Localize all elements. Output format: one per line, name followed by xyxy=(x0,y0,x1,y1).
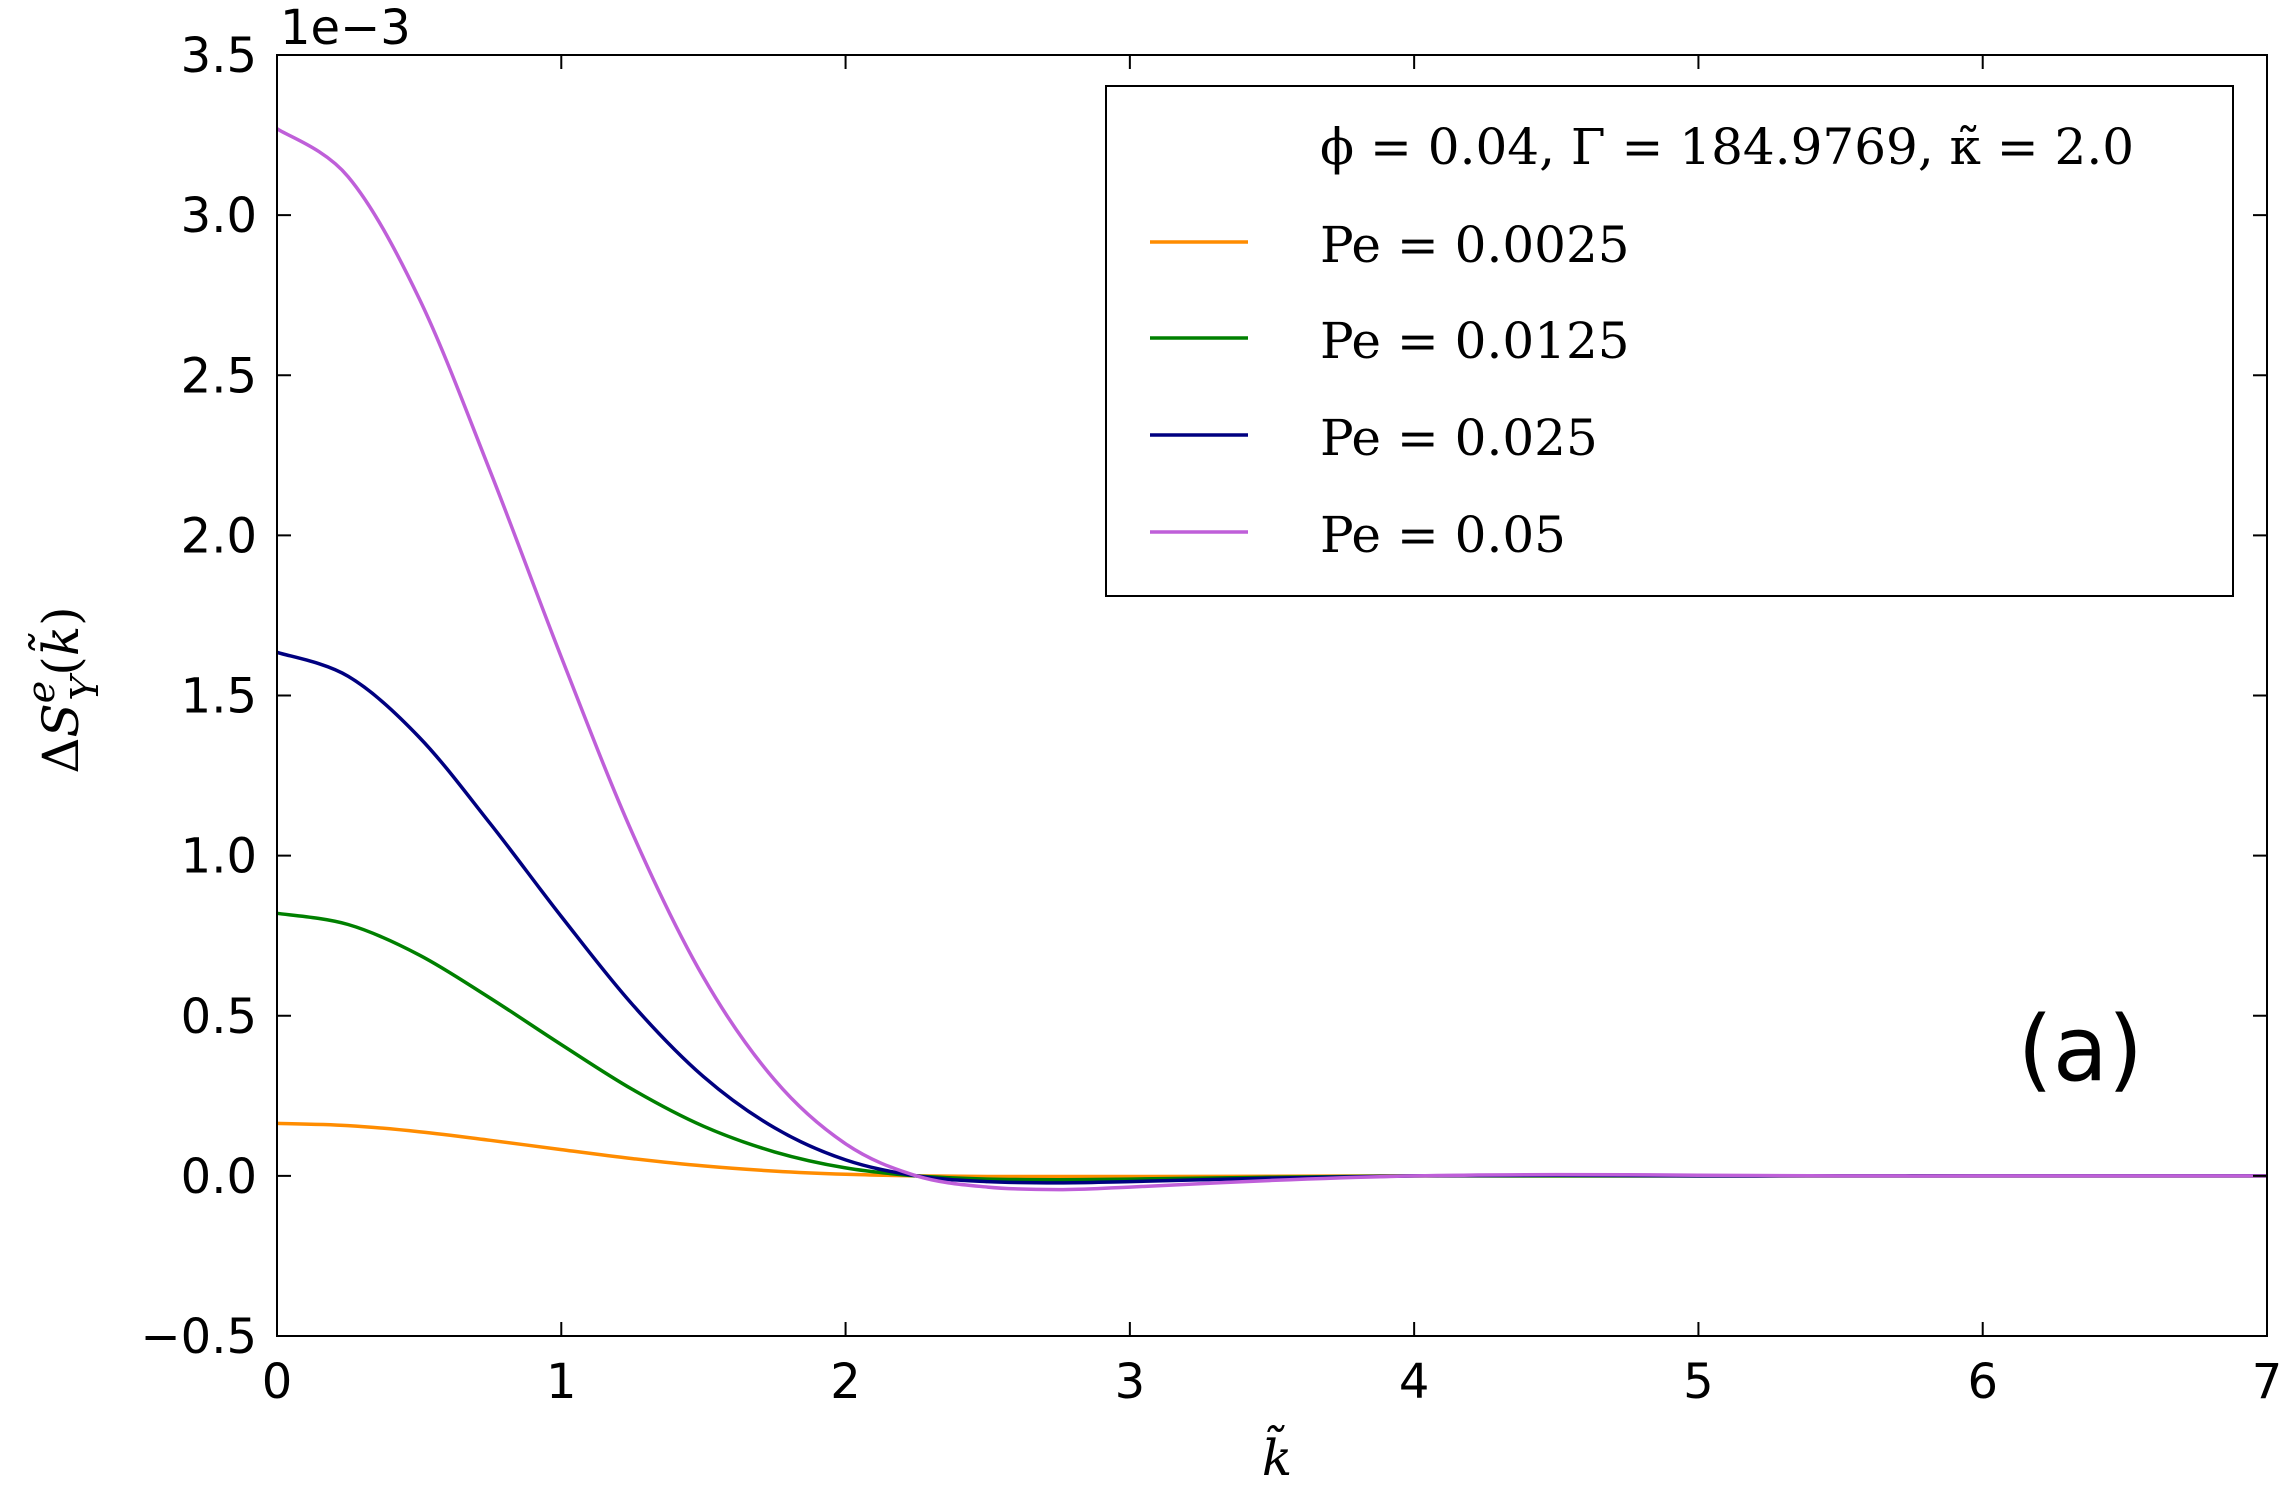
x-tick-label: 6 xyxy=(1967,1354,1998,1410)
x-tick-label: 5 xyxy=(1683,1354,1714,1410)
panel-label: (a) xyxy=(2018,997,2143,1102)
ticks-layer: 0 1 2 3 4 5 6 7 −0.5 0.0 0.5 1.0 1.5 2.0 2.5 3.0 3.5 xyxy=(140,28,2282,1410)
series-layer xyxy=(276,127,2267,1192)
y-tick-label: 1.5 xyxy=(181,669,257,725)
x-tick-label: 0 xyxy=(262,1354,293,1410)
x-tick-label: 2 xyxy=(830,1354,861,1410)
y-label-sub: Y xyxy=(63,672,107,701)
y-label-sup: e xyxy=(19,681,63,704)
legend-label: Pe = 0.0025 xyxy=(1320,216,1630,274)
y-tick-label: 0.0 xyxy=(181,1149,257,1205)
y-tick-label: 2.0 xyxy=(181,508,257,564)
y-tick-label: 0.5 xyxy=(181,989,257,1045)
y-label-s: S xyxy=(32,703,90,737)
y-label-close: ) xyxy=(32,606,90,626)
axis-offset-label: 1e−3 xyxy=(280,0,411,56)
series-line-3 xyxy=(276,127,2267,1192)
y-tick-label: −0.5 xyxy=(140,1309,257,1365)
y-tick-label: 3.5 xyxy=(181,28,257,84)
y-tick-label: 2.5 xyxy=(181,348,257,404)
legend-box xyxy=(1105,85,2234,597)
legend-title: ϕ = 0.04, Γ = 184.9769, κ̃ = 2.0 xyxy=(1320,118,2134,176)
y-tick-label: 1.0 xyxy=(181,829,257,885)
legend-label: Pe = 0.025 xyxy=(1320,409,1598,467)
x-tick-label: 3 xyxy=(1115,1354,1146,1410)
legend-label: Pe = 0.05 xyxy=(1320,506,1566,564)
x-tick-label: 7 xyxy=(2252,1354,2283,1410)
y-label-k: k̃ xyxy=(28,626,90,656)
legend: ϕ = 0.04, Γ = 184.9769, κ̃ = 2.0 Pe = 0.… xyxy=(1105,85,2234,597)
legend-entries: Pe = 0.0025 Pe = 0.0125 Pe = 0.025 Pe = 0.0… xyxy=(1150,216,1630,564)
x-tick-label: 4 xyxy=(1399,1354,1430,1410)
x-axis-label: k̃ xyxy=(1262,1425,1292,1487)
y-label-delta: Δ xyxy=(32,738,90,774)
y-axis-label: ΔSeY(k̃) xyxy=(19,606,107,773)
legend-label: Pe = 0.0125 xyxy=(1320,312,1630,370)
x-tick-label: 1 xyxy=(546,1354,577,1410)
y-label-open: ( xyxy=(32,656,90,676)
y-tick-label: 3.0 xyxy=(181,188,257,244)
